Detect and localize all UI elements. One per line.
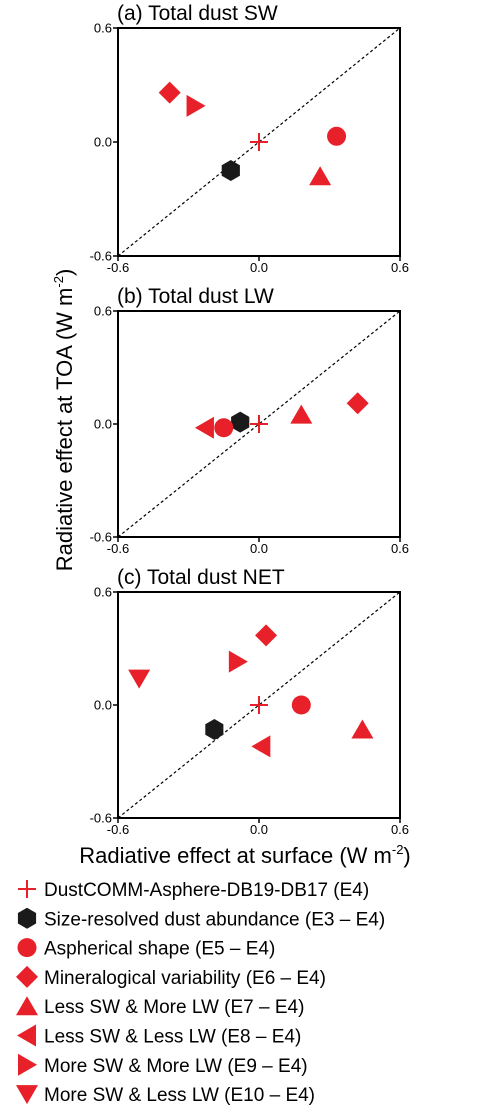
legend-marker-e3-e4: [17, 907, 37, 929]
point-e5-e4: [214, 418, 234, 438]
legend-label: More SW & Less LW (E10 – E4): [44, 1085, 315, 1106]
x-tick-label: 0.6: [391, 541, 409, 556]
legend-entry: More SW & Less LW (E10 – E4): [16, 1085, 315, 1106]
legend-marker-e10-e4: [16, 1085, 38, 1105]
panel-title: (b) Total dust LW: [117, 285, 274, 308]
legend-entry: Less SW & More LW (E7 – E4): [16, 996, 304, 1018]
legend-label: More SW & More LW (E9 – E4): [44, 1056, 308, 1077]
x-tick-label: 0.0: [250, 260, 268, 275]
legend-label: Aspherical shape (E5 – E4): [44, 939, 275, 960]
point-e4: [250, 133, 268, 151]
panel-title: (a) Total dust SW: [117, 2, 278, 25]
x-tick-label: -0.6: [107, 541, 129, 556]
y-tick-label: 0.6: [94, 21, 112, 36]
x-axis-title-sup: -2: [392, 842, 404, 857]
x-tick-label: -0.6: [107, 822, 129, 837]
legend-marker-e4: [18, 880, 36, 898]
legend-label: DustCOMM-Asphere-DB19-DB17 (E4): [44, 880, 369, 901]
point-e3-e4: [205, 719, 224, 740]
point-e3-e4: [231, 411, 250, 433]
y-tick-label: 0.6: [94, 585, 112, 600]
point-e4: [250, 696, 268, 714]
x-tick-label: -0.6: [107, 260, 129, 275]
legend-label: Less SW & Less LW (E8 – E4): [44, 1027, 301, 1048]
y-tick-label: 0.0: [94, 135, 112, 150]
point-e6-e4: [158, 81, 181, 104]
y-tick-label: -0.6: [90, 811, 112, 826]
point-e5-e4: [327, 126, 347, 146]
panel-1: (a) Total dust SW -0.6 0.0 0.6 -0.6 0.0 0.6: [90, 2, 409, 275]
legend-marker-e5-e4: [17, 938, 37, 958]
legend-entry: Aspherical shape (E5 – E4): [17, 938, 275, 960]
point-e6-e4: [346, 392, 369, 415]
legend: DustCOMM-Asphere-DB19-DB17 (E4) Size-reso…: [16, 880, 385, 1106]
y-axis-title-sup: -2: [51, 276, 66, 288]
legend-entry: More SW & More LW (E9 – E4): [18, 1053, 308, 1077]
x-axis-title: Radiative effect at surface (W m-2): [79, 842, 411, 868]
point-e8-e4: [194, 416, 214, 439]
legend-label: Less SW & More LW (E7 – E4): [44, 997, 304, 1018]
legend-entry: Size-resolved dust abundance (E3 – E4): [17, 907, 385, 930]
x-axis-title-text: Radiative effect at surface (W m: [79, 843, 392, 868]
point-e7-e4: [351, 719, 374, 739]
point-e3-e4: [221, 160, 240, 181]
point-e9-e4: [186, 94, 206, 117]
x-tick-label: 0.0: [250, 541, 268, 556]
y-axis-title-end: ): [52, 269, 77, 276]
point-e5-e4: [291, 695, 311, 715]
y-tick-label: 0.0: [94, 417, 112, 432]
legend-marker-e6-e4: [16, 965, 38, 988]
legend-marker-e9-e4: [18, 1053, 37, 1076]
panel-3: (c) Total dust NET -0.6 0.0 0.6 -0.6 0.0 0.6: [90, 566, 409, 837]
point-e7-e4: [309, 166, 332, 186]
point-e9-e4: [228, 650, 248, 673]
point-e10-e4: [128, 669, 151, 689]
x-axis-title-end: ): [403, 843, 410, 868]
x-tick-label: 0.6: [391, 822, 409, 837]
point-e6-e4: [255, 624, 278, 647]
point-e7-e4: [290, 404, 313, 424]
y-axis-title-text: Radiative effect at TOA (W m: [52, 288, 77, 572]
x-tick-label: 0.6: [391, 260, 409, 275]
x-tick-label: 0.0: [250, 822, 268, 837]
y-tick-label: -0.6: [90, 530, 112, 545]
legend-label: Mineralogical variability (E6 – E4): [44, 968, 326, 989]
point-e8-e4: [251, 735, 271, 758]
legend-entry: Mineralogical variability (E6 – E4): [16, 965, 326, 989]
y-tick-label: -0.6: [90, 249, 112, 264]
panels: (a) Total dust SW-0.6 0.0 0.6-0.60.00.6(b)…: [90, 2, 409, 837]
point-e4: [250, 415, 268, 433]
legend-entry: Less SW & Less LW (E8 – E4): [17, 1024, 301, 1048]
panel-2: (b) Total dust LW -0.6 0.0 0.6 -0.6 0.0 0.6: [90, 285, 409, 556]
legend-marker-e7-e4: [16, 996, 38, 1016]
legend-marker-e8-e4: [17, 1024, 36, 1047]
panel-title: (c) Total dust NET: [117, 566, 285, 589]
y-tick-label: 0.0: [94, 698, 112, 713]
legend-entry: DustCOMM-Asphere-DB19-DB17 (E4): [18, 880, 369, 901]
y-axis-title: Radiative effect at TOA (W m-2): [51, 269, 77, 572]
legend-label: Size-resolved dust abundance (E3 – E4): [44, 909, 385, 930]
y-tick-label: 0.6: [94, 304, 112, 319]
